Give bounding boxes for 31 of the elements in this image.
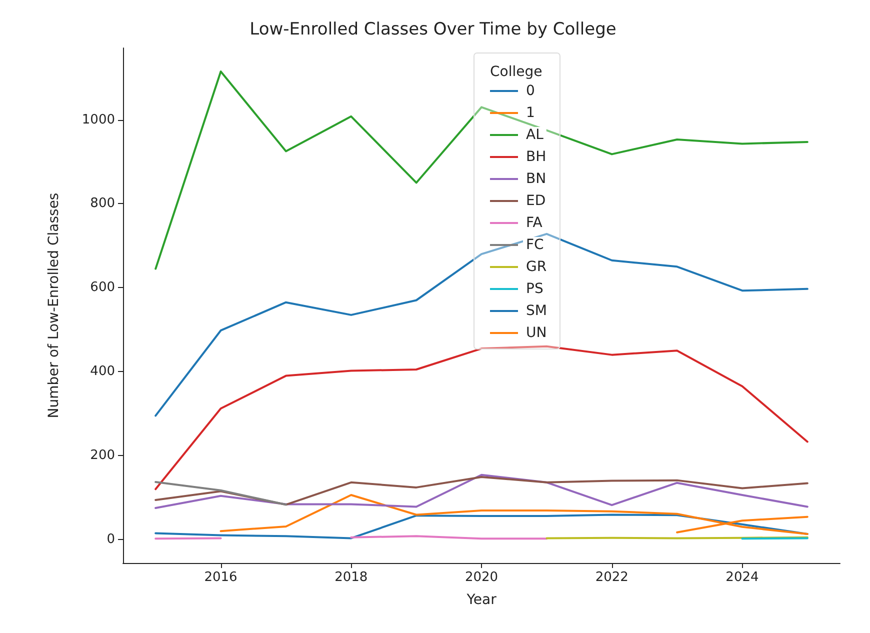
legend-label: FA <box>526 215 543 231</box>
legend-label: GR <box>526 259 547 275</box>
y-tick-label: 0 <box>106 532 115 547</box>
legend-label: PS <box>526 281 544 297</box>
legend-label: ED <box>526 193 546 209</box>
x-axis-title: Year <box>466 592 497 608</box>
y-tick-label: 200 <box>90 448 115 464</box>
legend-label: SM <box>526 303 547 319</box>
legend-title: College <box>490 64 542 80</box>
line-series <box>154 514 808 540</box>
y-tick-label: 400 <box>90 364 115 380</box>
legend-label: AL <box>526 127 544 143</box>
y-tick-label: 1000 <box>82 112 115 128</box>
y-axis-title: Number of Low-Enrolled Classes <box>46 192 62 418</box>
legend-label: BH <box>526 149 546 165</box>
legend-label: FC <box>526 237 544 253</box>
line-series <box>154 345 808 490</box>
legend-label: UN <box>526 325 547 341</box>
x-tick-label: 2016 <box>204 570 238 585</box>
chart-title: Low-Enrolled Classes Over Time by College <box>250 20 616 40</box>
line-series <box>154 232 808 417</box>
x-tick-label: 2024 <box>726 570 759 585</box>
legend-label: BN <box>526 171 546 187</box>
legend-label: 0 <box>526 83 535 99</box>
y-tick-label: 800 <box>90 196 115 212</box>
legend-label: 1 <box>526 105 535 121</box>
x-tick-label: 2022 <box>595 570 628 585</box>
x-tick-label: 2018 <box>334 570 368 585</box>
x-tick-label: 2020 <box>464 570 498 585</box>
y-tick-label: 600 <box>90 280 115 296</box>
line-series <box>220 494 808 536</box>
